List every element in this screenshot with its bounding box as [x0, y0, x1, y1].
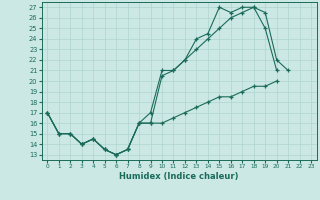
- X-axis label: Humidex (Indice chaleur): Humidex (Indice chaleur): [119, 172, 239, 181]
